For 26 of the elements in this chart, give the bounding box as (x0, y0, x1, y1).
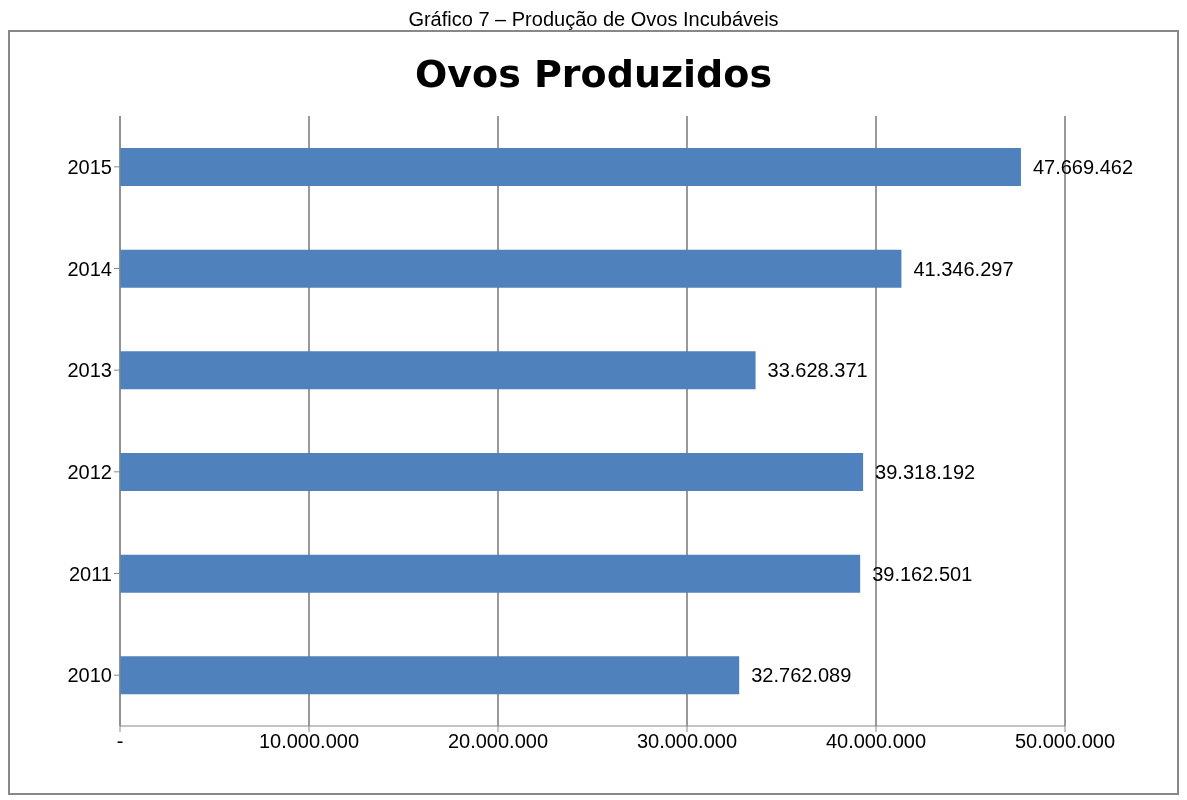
y-tick-label: 2010 (67, 664, 112, 687)
bar (120, 249, 902, 288)
y-tick-label: 2013 (67, 359, 112, 382)
data-label: 47.669.462 (1032, 156, 1134, 179)
bar (120, 656, 740, 695)
x-tick-label: - (116, 730, 124, 753)
x-tick-label: 50.000.000 (1014, 730, 1116, 753)
x-tick-label: 10.000.000 (258, 730, 360, 753)
y-tick-label: 2011 (68, 562, 112, 585)
bar (120, 554, 861, 593)
text: Gráfico 7 – Produção de Ovos Incubáveis (407, 8, 780, 30)
data-label: 39.318.192 (875, 461, 976, 484)
x-tick-label: 30.000.000 (636, 730, 738, 753)
data-label: 33.628.371 (767, 359, 868, 382)
y-tick-label: 2015 (67, 155, 112, 178)
y-tick-label: 2014 (67, 257, 112, 280)
x-tick-label: 40.000.000 (825, 730, 927, 753)
data-label: 39.162.501 (872, 562, 973, 585)
chart-title: Ovos Produzidos (413, 52, 774, 96)
bar (120, 453, 864, 491)
y-tick-label: 2012 (67, 460, 112, 483)
data-label: 41.346.297 (913, 257, 1014, 280)
bar (120, 148, 1021, 186)
data-label: 32.762.089 (751, 664, 852, 687)
bar (120, 351, 756, 390)
x-tick-label: 20.000.000 (447, 730, 549, 753)
